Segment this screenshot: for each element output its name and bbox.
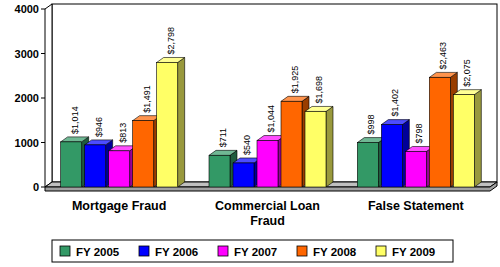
bar bbox=[209, 155, 230, 187]
y-tick-label: 4000 bbox=[15, 3, 39, 15]
side-wall bbox=[45, 4, 52, 187]
bar bbox=[157, 62, 178, 187]
x-tick-label: Commercial LoanFraud bbox=[215, 199, 320, 228]
y-tick-label: 1000 bbox=[15, 137, 39, 149]
bar bbox=[453, 95, 474, 187]
bar-top bbox=[281, 96, 309, 101]
bar bbox=[85, 145, 106, 187]
bar bbox=[357, 143, 378, 187]
legend-swatch bbox=[139, 246, 149, 256]
bar bbox=[233, 163, 254, 187]
bar bbox=[61, 142, 82, 187]
y-tick bbox=[41, 98, 45, 99]
chart: 0 1000 2000 3000 4000 $1,014 $946 $813 $1,491 $2,… bbox=[0, 0, 500, 267]
x-tick-label: False Statement bbox=[368, 199, 465, 213]
bars bbox=[61, 57, 482, 187]
y-tick-label: 3000 bbox=[15, 48, 39, 60]
data-label: $1,698 bbox=[314, 76, 324, 104]
legend-box bbox=[52, 240, 453, 262]
bar bbox=[281, 101, 302, 187]
legend-swatch bbox=[218, 246, 228, 256]
bar-top bbox=[429, 72, 457, 77]
bar-side bbox=[474, 90, 481, 187]
legend-label: FY 2009 bbox=[392, 246, 435, 258]
legend-label: FY 2007 bbox=[234, 246, 277, 258]
y-tick bbox=[41, 142, 45, 143]
bar-top bbox=[381, 120, 409, 125]
bar-side bbox=[326, 106, 333, 187]
x-tick-label-line: False Statement bbox=[368, 199, 465, 213]
legend-label: FY 2005 bbox=[76, 246, 120, 258]
bar-top bbox=[209, 150, 237, 155]
data-label: $798 bbox=[414, 123, 424, 143]
data-labels: $1,014 $946 $813 $1,491 $2,798 $711 $540 $1,044… bbox=[70, 27, 473, 155]
legend: FY 2005 FY 2006 FY 2007 FY 2008 FY 2009 bbox=[52, 240, 453, 262]
bar-top bbox=[61, 137, 89, 142]
x-tick-label-line: Fraud bbox=[250, 214, 285, 228]
legend-swatch bbox=[60, 246, 70, 256]
bar bbox=[257, 141, 278, 187]
data-label: $1,402 bbox=[390, 89, 400, 117]
data-label: $2,463 bbox=[438, 42, 448, 70]
bar bbox=[381, 125, 402, 187]
data-label: $2,075 bbox=[462, 59, 472, 87]
bar bbox=[405, 151, 426, 187]
bar-side bbox=[178, 57, 185, 187]
data-label: $946 bbox=[94, 117, 104, 137]
y-tick bbox=[41, 187, 45, 188]
data-label: $1,925 bbox=[290, 66, 300, 94]
bar bbox=[429, 77, 450, 187]
y-tick bbox=[41, 53, 45, 54]
bar bbox=[109, 151, 130, 187]
data-label: $1,044 bbox=[266, 105, 276, 133]
bar bbox=[305, 111, 326, 187]
legend-swatch bbox=[297, 246, 307, 256]
legend-label: FY 2008 bbox=[313, 246, 357, 258]
data-label: $711 bbox=[218, 128, 228, 147]
bar-top bbox=[305, 106, 333, 111]
data-label: $540 bbox=[242, 135, 252, 155]
data-label: $998 bbox=[366, 115, 376, 135]
data-label: $1,491 bbox=[142, 85, 152, 113]
y-tick bbox=[41, 9, 45, 10]
bar-top bbox=[85, 140, 113, 145]
bar bbox=[133, 121, 154, 187]
bar-top bbox=[157, 57, 185, 62]
y-tick-label: 2000 bbox=[15, 92, 39, 104]
x-tick-label-line: Mortgage Fraud bbox=[72, 199, 166, 213]
data-label: $813 bbox=[118, 123, 128, 143]
x-tick-label-line: Commercial Loan bbox=[215, 199, 320, 213]
y-tick-label: 0 bbox=[33, 181, 39, 193]
x-tick-label: Mortgage Fraud bbox=[72, 199, 166, 213]
legend-swatch bbox=[376, 246, 386, 256]
legend-label: FY 2006 bbox=[155, 246, 198, 258]
bar-top bbox=[453, 90, 481, 95]
data-label: $1,014 bbox=[70, 106, 80, 134]
data-label: $2,798 bbox=[166, 27, 176, 55]
